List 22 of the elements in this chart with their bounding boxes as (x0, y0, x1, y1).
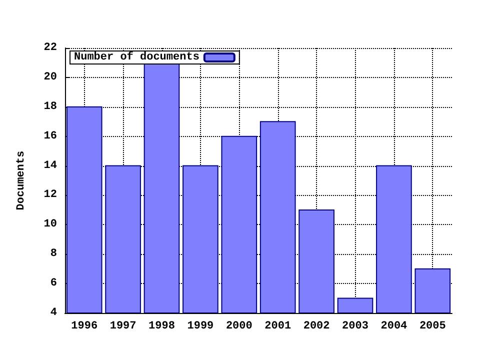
y-tick-label: 20 (44, 71, 57, 84)
y-tick-label: 22 (44, 42, 57, 54)
y-tick-label: 16 (44, 130, 57, 142)
y-tick-label: 4 (50, 307, 58, 319)
x-tick-label: 2000 (226, 320, 252, 332)
x-tick-label: 1996 (71, 320, 98, 332)
y-tick-label: 18 (44, 100, 58, 113)
x-tick-label: 2003 (342, 320, 369, 332)
y-tick-label: 8 (50, 248, 58, 260)
x-tick-label: 2004 (380, 320, 408, 332)
x-tick-label: 2002 (303, 320, 330, 332)
y-tick-label: 12 (44, 189, 57, 202)
x-tick-label: 2005 (419, 320, 446, 332)
y-tick-label: 10 (44, 218, 57, 231)
legend-label: Number of documents (74, 50, 200, 64)
y-tick-label: 14 (44, 160, 58, 172)
x-tick-label: 1997 (110, 320, 136, 332)
x-tick-label: 2001 (264, 320, 292, 332)
x-tick-label: 1998 (148, 320, 176, 332)
y-axis-title: Documents (16, 150, 28, 210)
y-tick-label: 6 (50, 278, 57, 290)
x-tick-label: 1999 (187, 320, 214, 332)
